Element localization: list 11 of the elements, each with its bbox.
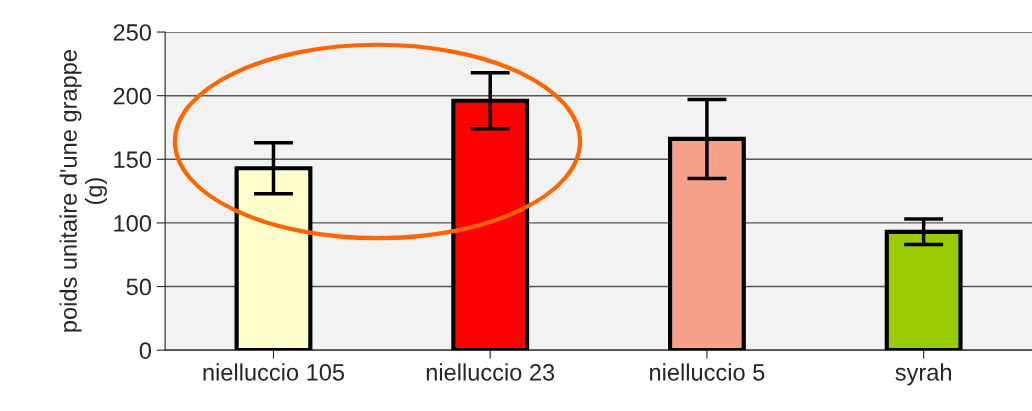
x-tick-label: nielluccio 105 [203, 363, 345, 381]
x-tick-label: syrah [895, 363, 951, 386]
x-tick-label: nielluccio 5 [650, 363, 765, 381]
y-tick-label: 100 [114, 214, 152, 232]
y-tick-label: 250 [113, 24, 152, 41]
x-tick-label: nielluccio 23 [426, 363, 555, 381]
y-tick-label: 200 [113, 87, 152, 105]
y-tick-label: 50 [126, 278, 151, 296]
y-axis-title: poids unitaire d'une grappe (g) [59, 50, 107, 332]
y-tick-label: 0 [139, 342, 151, 359]
y-tick-label: 150 [114, 151, 152, 169]
